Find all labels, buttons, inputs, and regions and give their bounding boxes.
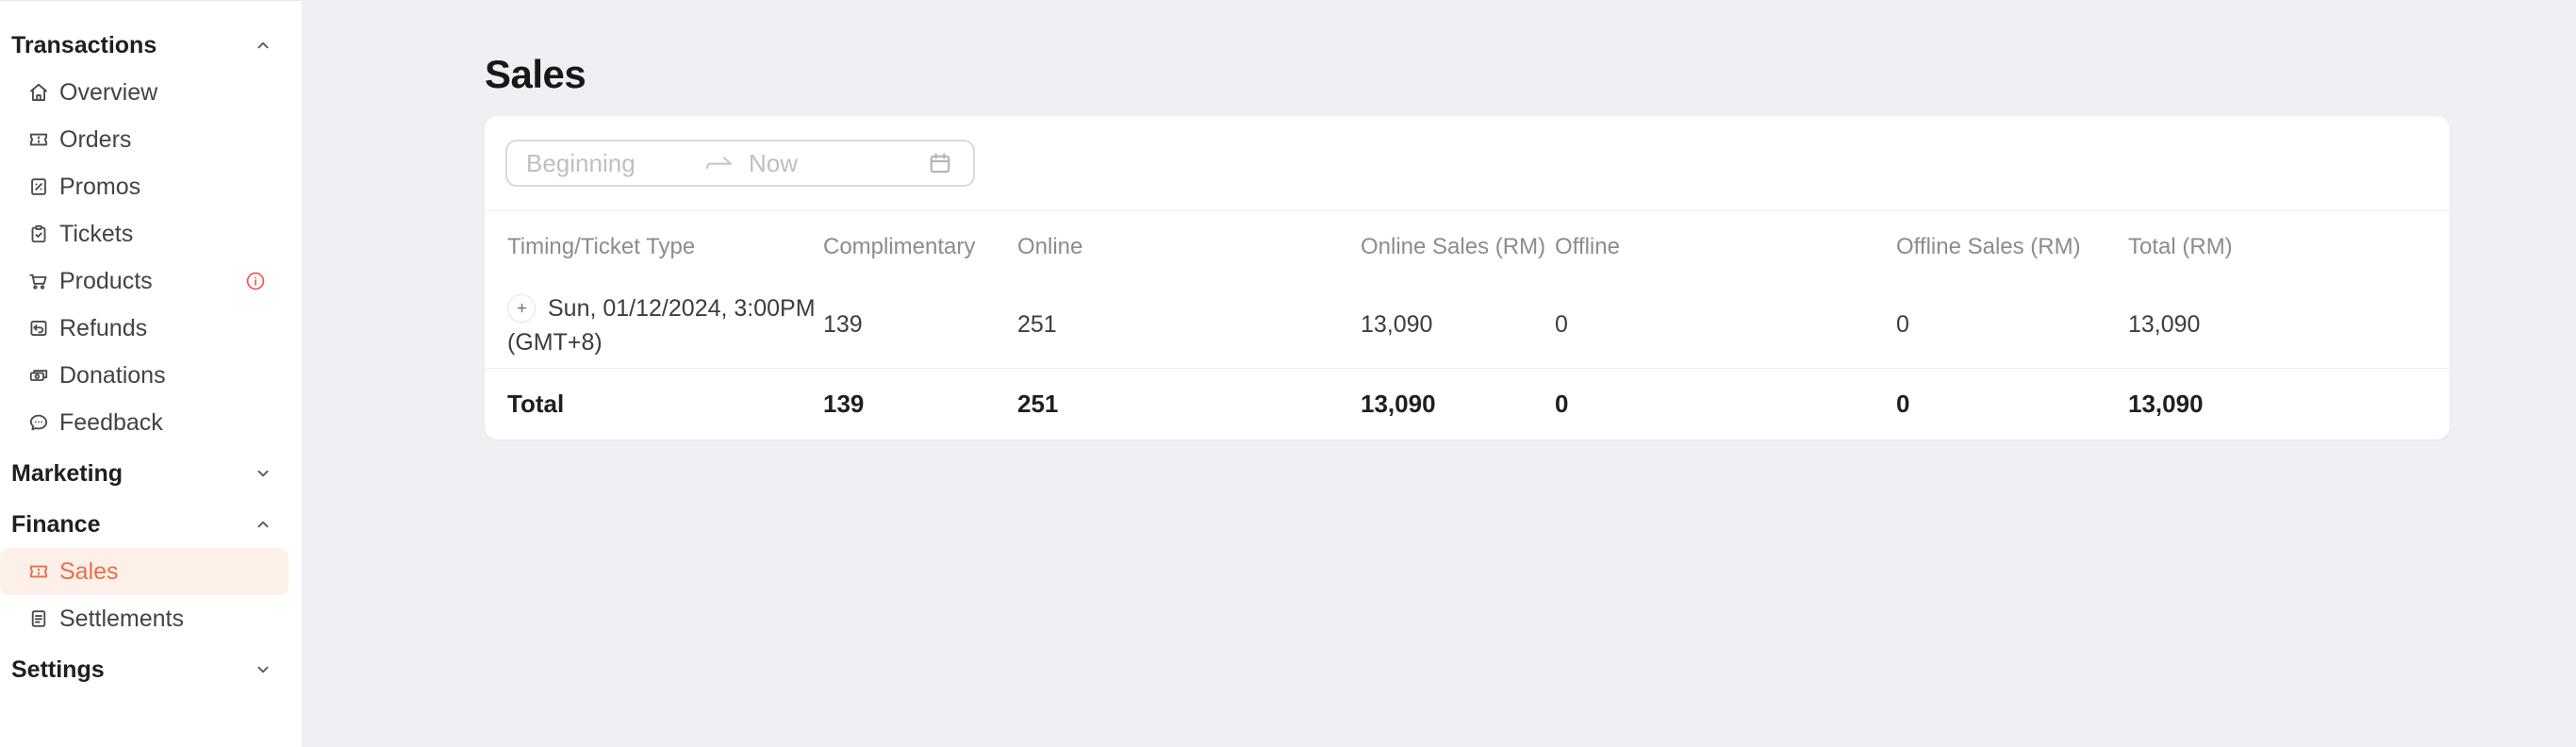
- total-grand: 13,090: [2128, 389, 2204, 418]
- ticket-icon: [26, 127, 51, 152]
- timing-cell: Sun, 01/12/2024, 3:00PM (GMT+8): [485, 283, 816, 368]
- total-complimentary: 139: [823, 389, 865, 418]
- sales-table: Timing/Ticket Type Complimentary Online …: [485, 211, 2450, 440]
- sidebar-item-donations[interactable]: Donations: [0, 352, 302, 399]
- ticket-icon: [26, 559, 51, 584]
- column-header-online-sales: Online Sales (RM): [1361, 234, 1546, 259]
- sidebar-item-settlements[interactable]: Settlements: [0, 595, 302, 642]
- chevron-up-icon: [253, 35, 273, 56]
- offline-cell: 0: [1555, 311, 1568, 339]
- sidebar-item-label: Products: [59, 267, 153, 294]
- sidebar-item-feedback[interactable]: Feedback: [0, 399, 302, 446]
- sidebar-section-label: Finance: [11, 510, 101, 538]
- main-content: Sales Beginning Now: [303, 0, 2576, 747]
- sidebar-section-transactions[interactable]: Transactions: [0, 22, 302, 69]
- calendar-icon: [926, 149, 954, 177]
- total-label: Total: [507, 389, 565, 418]
- timing-timezone: (GMT+8): [507, 328, 603, 356]
- online-cell: 251: [1017, 311, 1057, 339]
- filter-bar: Beginning Now: [485, 116, 2450, 211]
- sidebar-item-label: Donations: [59, 361, 166, 389]
- sidebar-section-label: Marketing: [11, 459, 124, 487]
- table-header-row: Timing/Ticket Type Complimentary Online …: [485, 211, 2450, 283]
- column-header-total: Total (RM): [2128, 234, 2233, 259]
- sidebar-section-label: Transactions: [11, 31, 157, 58]
- sidebar-section-settings[interactable]: Settings: [0, 646, 302, 693]
- expand-row-button[interactable]: [507, 293, 536, 323]
- chevron-down-icon: [253, 659, 273, 680]
- sidebar-item-label: Promos: [59, 173, 141, 200]
- timing-text: Sun, 01/12/2024, 3:00PM: [548, 294, 816, 322]
- date-range-picker[interactable]: Beginning Now: [505, 140, 975, 187]
- page-title: Sales: [485, 52, 586, 96]
- sidebar-item-products[interactable]: Products: [0, 257, 302, 305]
- offline-sales-cell: 0: [1896, 311, 1909, 339]
- column-header-online: Online: [1017, 234, 1083, 259]
- total-cell: 13,090: [2128, 311, 2201, 339]
- sidebar-item-tickets[interactable]: Tickets: [0, 210, 302, 257]
- info-circle-icon[interactable]: [245, 271, 266, 291]
- sidebar-item-refunds[interactable]: Refunds: [0, 305, 302, 352]
- sidebar-item-sales[interactable]: Sales: [0, 548, 289, 595]
- complimentary-cell: 139: [823, 311, 863, 339]
- chat-bubble-icon: [26, 410, 51, 435]
- table-row: Sun, 01/12/2024, 3:00PM (GMT+8) 139 251 …: [485, 283, 2450, 368]
- money-return-icon: [26, 316, 51, 340]
- clipboard-check-icon: [26, 222, 51, 246]
- column-header-offline: Offline: [1555, 234, 1620, 259]
- sidebar-item-promos[interactable]: Promos: [0, 163, 302, 210]
- document-icon: [26, 606, 51, 631]
- shopping-cart-icon: [26, 269, 51, 293]
- column-header-complimentary: Complimentary: [823, 234, 976, 259]
- column-header-offline-sales: Offline Sales (RM): [1896, 234, 2081, 259]
- sidebar-item-label: Overview: [59, 78, 158, 106]
- sidebar-section-marketing[interactable]: Marketing: [0, 450, 302, 497]
- sales-report-card: Beginning Now Timing/Ticket Type: [485, 116, 2450, 440]
- online-sales-cell: 13,090: [1361, 311, 1433, 339]
- sidebar-item-label: Tickets: [59, 220, 134, 247]
- sidebar-section-label: Settings: [11, 656, 105, 683]
- column-header-timing: Timing/Ticket Type: [507, 234, 696, 259]
- sidebar-item-label: Refunds: [59, 314, 148, 341]
- voucher-percent-icon: [26, 174, 51, 199]
- arrow-right-icon: [703, 153, 735, 174]
- sidebar: Transactions Overview Orders Promos: [0, 0, 303, 747]
- date-range-start-input[interactable]: Beginning: [526, 148, 636, 177]
- date-range-end-input[interactable]: Now: [749, 148, 799, 177]
- home-icon: [26, 80, 51, 105]
- sidebar-item-label: Feedback: [59, 408, 163, 436]
- table-total-row: Total 139 251 13,090 0 0 13,090: [485, 368, 2450, 440]
- total-offline: 0: [1555, 389, 1569, 418]
- total-offline-sales: 0: [1896, 389, 1910, 418]
- total-online: 251: [1017, 389, 1059, 418]
- chevron-down-icon: [253, 463, 273, 484]
- cash-icon: [26, 363, 51, 388]
- sidebar-item-label: Orders: [59, 125, 132, 153]
- sidebar-item-label: Settlements: [59, 605, 185, 632]
- sidebar-item-overview[interactable]: Overview: [0, 69, 302, 116]
- sidebar-item-orders[interactable]: Orders: [0, 116, 302, 163]
- sidebar-section-finance[interactable]: Finance: [0, 501, 302, 548]
- chevron-up-icon: [253, 514, 273, 535]
- total-online-sales: 13,090: [1361, 389, 1436, 418]
- sidebar-item-label: Sales: [59, 557, 119, 585]
